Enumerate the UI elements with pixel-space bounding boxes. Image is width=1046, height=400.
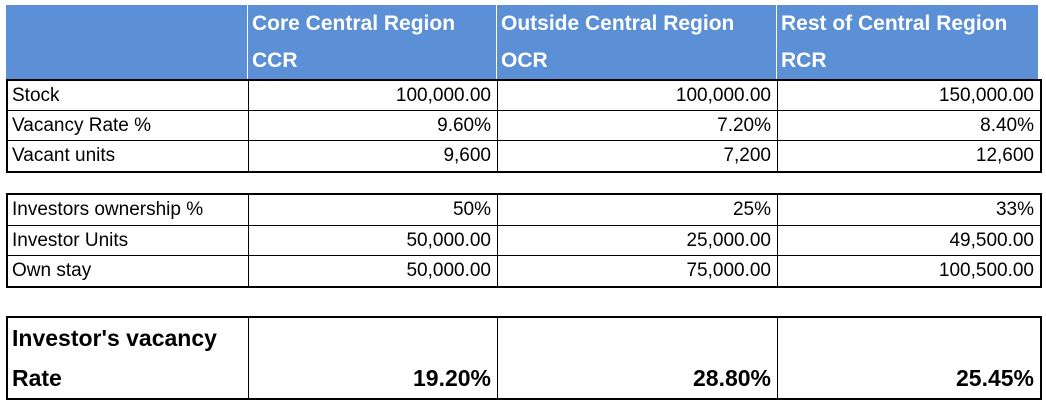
region-name-row: Core Central Region Outside Central Regi… — [6, 5, 1038, 42]
cell-rcr[interactable]: 33% — [995, 199, 1034, 220]
region-code-row: CCR OCR RCR — [6, 42, 1038, 79]
cell-ccr[interactable]: 19.20% — [249, 318, 498, 398]
row-label-line2: Rate — [12, 365, 62, 391]
table-row-vacancy-rate: Vacancy Rate % 9.60% 7.20% 8.40% — [6, 110, 1042, 141]
cell-rcr[interactable]: 49,500.00 — [949, 230, 1034, 251]
region-name-ccr[interactable]: Core Central Region — [247, 5, 496, 42]
header-row: Core Central Region Outside Central Regi… — [6, 5, 1038, 79]
table-row-investor-units: Investor Units 50,000.00 25,000.00 49,50… — [6, 225, 1042, 256]
table-row-investors-ownership: Investors ownership % 50% 25% 33% — [6, 193, 1042, 225]
header-blank-cell[interactable] — [6, 42, 247, 79]
row-label[interactable]: Stock — [8, 81, 249, 111]
row-label[interactable]: Investor Units — [8, 226, 249, 256]
row-label[interactable]: Investors ownership % — [8, 195, 249, 225]
cell-ocr[interactable]: 28.80% — [498, 318, 778, 398]
row-label[interactable]: Investor's vacancy Rate — [8, 318, 249, 398]
cell-rcr[interactable]: 150,000.00 — [938, 85, 1034, 106]
cell-rcr[interactable]: 25.45% — [955, 365, 1034, 391]
cell-rcr[interactable]: 100,500.00 — [938, 260, 1034, 281]
cell-ocr[interactable]: 25,000.00 — [498, 226, 778, 256]
cell-ocr[interactable]: 7.20% — [498, 111, 778, 141]
cell-ccr[interactable]: 100,000.00 — [249, 81, 498, 111]
cell-ocr[interactable]: 100,000.00 — [498, 81, 778, 111]
table-row-investor-vacancy-rate: Investor's vacancy Rate 19.20% 28.80% 25… — [6, 316, 1042, 400]
region-name-rcr[interactable]: Rest of Central Region — [776, 5, 1038, 42]
region-code-ocr[interactable]: OCR — [496, 42, 776, 79]
cell-ocr[interactable]: 7,200 — [498, 141, 778, 171]
cell-ccr[interactable]: 50,000.00 — [249, 226, 498, 256]
region-name-ocr[interactable]: Outside Central Region — [496, 5, 776, 42]
row-label[interactable]: Own stay — [8, 256, 249, 286]
cell-ccr[interactable]: 50% — [249, 195, 498, 225]
cell-ccr[interactable]: 9.60% — [249, 111, 498, 141]
row-label[interactable]: Vacancy Rate % — [8, 111, 249, 141]
cell-ccr[interactable]: 50,000.00 — [249, 256, 498, 286]
row-label-line1: Investor's vacancy — [12, 325, 217, 351]
row-label[interactable]: Vacant units — [8, 141, 249, 171]
cell-ocr[interactable]: 25% — [498, 195, 778, 225]
cell-ocr[interactable]: 75,000.00 — [498, 256, 778, 286]
table-row-stock: Stock 100,000.00 100,000.00 150,000.00 — [6, 79, 1042, 111]
header-blank-cell[interactable] — [6, 5, 247, 42]
table-row-vacant-units: Vacant units 9,600 7,200 12,600 — [6, 140, 1042, 173]
region-code-ccr[interactable]: CCR — [247, 42, 496, 79]
cell-ccr[interactable]: 9,600 — [249, 141, 498, 171]
table-row-own-stay: Own stay 50,000.00 75,000.00 100,500.00 — [6, 255, 1042, 288]
cell-rcr[interactable]: 12,600 — [975, 145, 1034, 166]
cell-rcr[interactable]: 8.40% — [980, 115, 1034, 136]
region-code-rcr[interactable]: RCR — [776, 42, 1038, 79]
